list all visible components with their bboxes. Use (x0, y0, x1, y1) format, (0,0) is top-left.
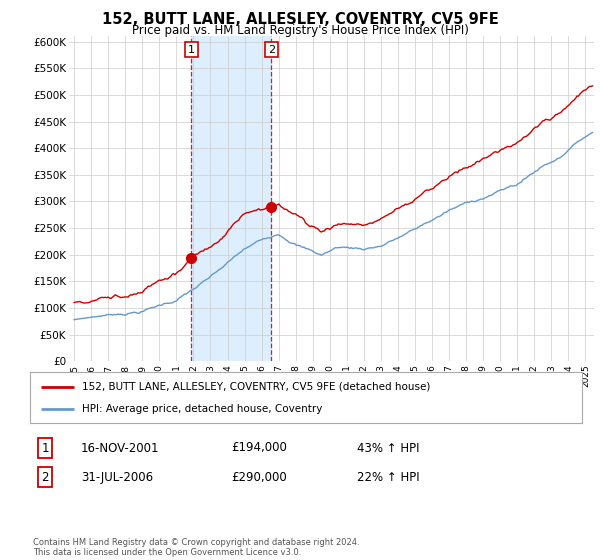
Text: 16-NOV-2001: 16-NOV-2001 (81, 441, 160, 455)
Text: 2: 2 (41, 470, 49, 484)
Text: 31-JUL-2006: 31-JUL-2006 (81, 470, 153, 484)
Text: 2: 2 (268, 45, 275, 54)
Text: HPI: Average price, detached house, Coventry: HPI: Average price, detached house, Cove… (82, 404, 323, 414)
Text: Contains HM Land Registry data © Crown copyright and database right 2024.
This d: Contains HM Land Registry data © Crown c… (33, 538, 359, 557)
Text: 22% ↑ HPI: 22% ↑ HPI (357, 470, 419, 484)
Bar (191, 36, 271, 361)
Text: 1: 1 (41, 441, 49, 455)
Text: £290,000: £290,000 (231, 470, 287, 484)
Text: 152, BUTT LANE, ALLESLEY, COVENTRY, CV5 9FE (detached house): 152, BUTT LANE, ALLESLEY, COVENTRY, CV5 … (82, 381, 431, 391)
Text: 152, BUTT LANE, ALLESLEY, COVENTRY, CV5 9FE: 152, BUTT LANE, ALLESLEY, COVENTRY, CV5 … (101, 12, 499, 27)
Text: 1: 1 (188, 45, 195, 54)
Text: Price paid vs. HM Land Registry's House Price Index (HPI): Price paid vs. HM Land Registry's House … (131, 24, 469, 36)
Text: 43% ↑ HPI: 43% ↑ HPI (357, 441, 419, 455)
Text: £194,000: £194,000 (231, 441, 287, 455)
